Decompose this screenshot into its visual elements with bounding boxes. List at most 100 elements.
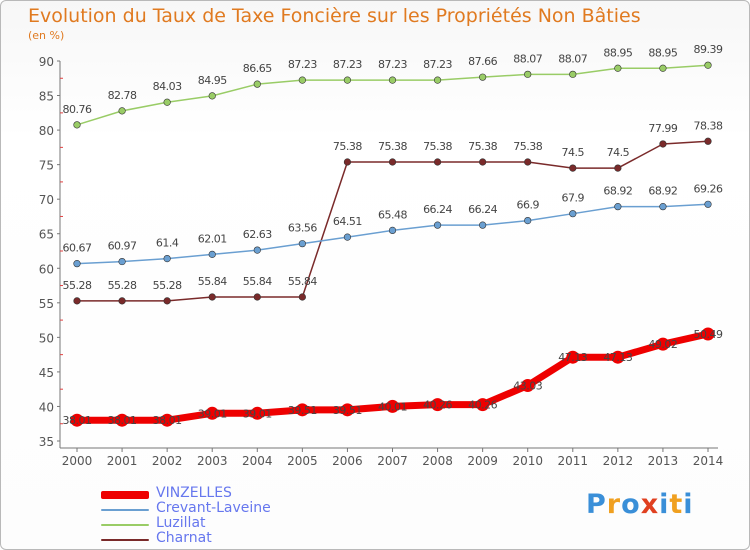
- data-point: [160, 413, 174, 427]
- data-label: 39.01: [243, 407, 272, 420]
- logo-letter: i: [659, 489, 670, 520]
- data-label: 39.01: [198, 407, 227, 420]
- data-point: [388, 158, 397, 166]
- data-label: 82.78: [108, 89, 137, 102]
- logo-letter: i: [683, 489, 694, 520]
- data-point: [521, 379, 535, 393]
- data-label: 88.07: [513, 52, 542, 65]
- data-point: [611, 350, 625, 364]
- data-label: 39.51: [288, 404, 317, 417]
- data-label: 87.23: [333, 58, 362, 71]
- data-point: [163, 255, 171, 263]
- data-point: [614, 164, 622, 172]
- data-label: 77.99: [648, 122, 677, 135]
- x-tick-label: 2001: [107, 454, 138, 468]
- data-label: 66.24: [468, 203, 497, 216]
- x-tick-label: 2002: [152, 454, 183, 468]
- data-point: [433, 221, 442, 229]
- data-label: 47.13: [603, 351, 632, 364]
- data-label: 67.9: [562, 192, 585, 205]
- x-tick-label: 2004: [242, 454, 273, 468]
- data-label: 55.28: [153, 279, 182, 292]
- data-point: [386, 399, 399, 413]
- data-point: [656, 337, 670, 351]
- legend-label: VINZELLES: [156, 485, 232, 501]
- data-label: 68.92: [603, 185, 632, 198]
- logo-letter: P: [586, 489, 607, 520]
- data-point: [208, 293, 216, 301]
- x-tick-label: 2003: [197, 454, 228, 468]
- data-point: [298, 293, 306, 301]
- data-label: 80.76: [63, 103, 92, 116]
- data-point: [433, 76, 442, 84]
- data-label: 74.5: [562, 146, 585, 159]
- data-label: 74.5: [607, 146, 630, 159]
- data-point: [298, 76, 306, 84]
- legend-swatch: [101, 509, 149, 511]
- data-label: 55.28: [108, 279, 137, 292]
- data-point: [208, 250, 216, 258]
- y-tick-label: 40: [39, 400, 54, 414]
- data-label: 39.51: [333, 404, 362, 417]
- data-point: [569, 210, 577, 218]
- data-label: 88.07: [558, 52, 587, 65]
- data-label: 47.13: [558, 351, 587, 364]
- data-point: [73, 260, 81, 268]
- data-label: 55.28: [63, 279, 92, 292]
- data-point: [205, 406, 219, 420]
- data-point: [388, 76, 397, 84]
- data-point: [479, 221, 487, 229]
- data-point: [70, 413, 84, 427]
- legend-label: Luzillat: [156, 515, 206, 531]
- y-tick-label: 90: [39, 55, 54, 69]
- logo-letter: t: [669, 489, 684, 520]
- data-point: [115, 413, 129, 427]
- data-point: [524, 70, 532, 78]
- x-tick-label: 2009: [467, 454, 498, 468]
- y-tick-label: 65: [39, 228, 54, 242]
- data-label: 78.38: [694, 119, 723, 132]
- data-point: [253, 246, 261, 254]
- data-point: [614, 203, 622, 211]
- data-point: [476, 398, 490, 412]
- x-tick-label: 2013: [648, 454, 679, 468]
- x-tick-label: 2006: [332, 454, 363, 468]
- data-label: 62.01: [198, 232, 227, 245]
- data-label: 89.39: [694, 43, 723, 56]
- data-point: [704, 200, 712, 208]
- data-label: 88.95: [603, 46, 632, 59]
- data-point: [659, 64, 667, 72]
- data-label: 86.65: [243, 62, 272, 75]
- logo-letter: x: [640, 489, 660, 520]
- data-label: 38.01: [108, 414, 137, 427]
- data-point: [340, 403, 354, 417]
- proxiti-logo: Proxiti: [586, 489, 694, 520]
- data-point: [704, 137, 712, 145]
- logo-letter: r: [606, 489, 622, 520]
- data-label: 87.23: [288, 58, 317, 71]
- legend-label: Charnat: [156, 530, 212, 546]
- data-label: 49.02: [648, 338, 677, 351]
- data-label: 38.01: [153, 414, 182, 427]
- data-label: 75.38: [333, 140, 362, 153]
- data-point: [163, 98, 171, 106]
- data-point: [118, 107, 126, 115]
- x-tick-label: 2000: [62, 454, 93, 468]
- data-label: 40.26: [423, 399, 452, 412]
- data-point: [524, 158, 532, 166]
- data-label: 64.51: [333, 215, 362, 228]
- data-point: [343, 76, 352, 84]
- data-label: 66.9: [516, 199, 539, 212]
- data-point: [433, 158, 442, 166]
- data-point: [701, 327, 715, 341]
- y-tick-label: 75: [39, 159, 54, 173]
- data-point: [250, 406, 264, 420]
- data-point: [479, 158, 487, 166]
- data-point: [431, 398, 445, 412]
- data-point: [659, 203, 667, 211]
- y-tick-label: 70: [39, 193, 54, 207]
- x-tick-label: 2011: [558, 454, 589, 468]
- data-label: 87.66: [468, 55, 497, 68]
